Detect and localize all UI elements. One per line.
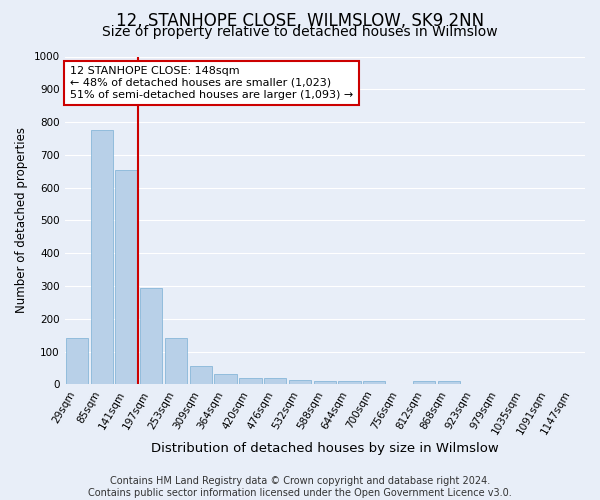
Bar [363, 381, 385, 384]
Y-axis label: Number of detached properties: Number of detached properties [15, 128, 28, 314]
Bar [314, 381, 336, 384]
Bar [289, 380, 311, 384]
Bar [190, 366, 212, 384]
Bar [140, 288, 163, 384]
Text: Size of property relative to detached houses in Wilmslow: Size of property relative to detached ho… [102, 25, 498, 39]
Bar [66, 338, 88, 384]
Bar [239, 378, 262, 384]
Bar [214, 374, 237, 384]
Bar [91, 130, 113, 384]
Bar [115, 170, 137, 384]
Bar [437, 381, 460, 384]
Bar [264, 378, 286, 384]
Bar [165, 338, 187, 384]
Bar [338, 381, 361, 384]
Bar [413, 381, 435, 384]
Text: 12, STANHOPE CLOSE, WILMSLOW, SK9 2NN: 12, STANHOPE CLOSE, WILMSLOW, SK9 2NN [116, 12, 484, 30]
Text: 12 STANHOPE CLOSE: 148sqm
← 48% of detached houses are smaller (1,023)
51% of se: 12 STANHOPE CLOSE: 148sqm ← 48% of detac… [70, 66, 353, 100]
X-axis label: Distribution of detached houses by size in Wilmslow: Distribution of detached houses by size … [151, 442, 499, 455]
Text: Contains HM Land Registry data © Crown copyright and database right 2024.
Contai: Contains HM Land Registry data © Crown c… [88, 476, 512, 498]
